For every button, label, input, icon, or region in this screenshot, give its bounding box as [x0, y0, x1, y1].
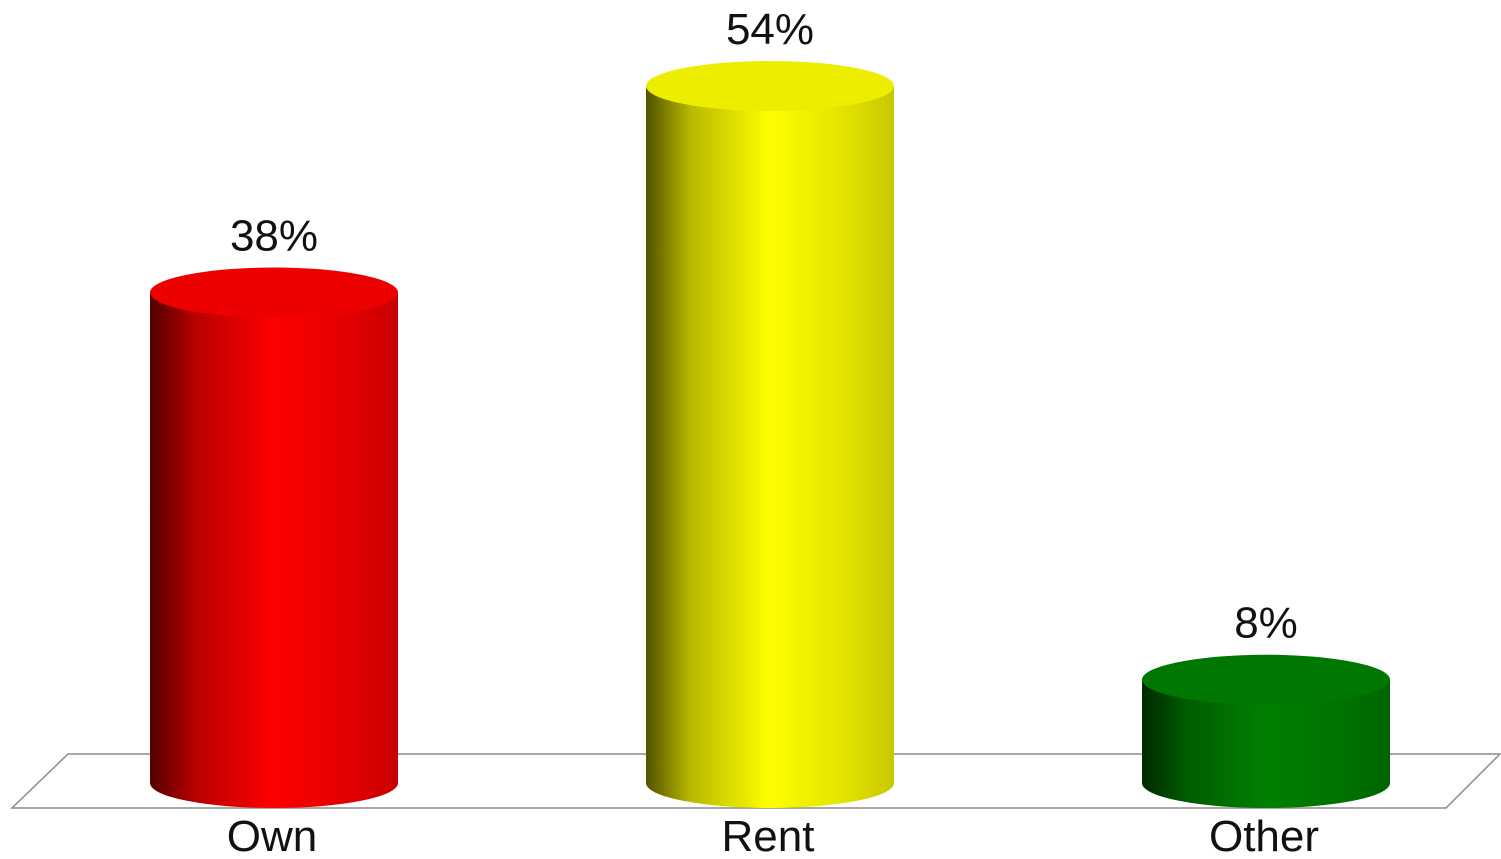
bar-own: [150, 267, 398, 808]
category-labels-group: Own Rent Other: [227, 812, 1319, 859]
bar-body-own: [150, 292, 398, 808]
category-label-own: Own: [227, 812, 317, 859]
bar-body-rent: [646, 86, 894, 808]
bar-other: [1142, 654, 1390, 808]
bar-body-other: [1142, 679, 1390, 808]
bars-group: [150, 61, 1390, 808]
value-label-own: 38%: [230, 212, 318, 261]
value-label-other: 8%: [1234, 599, 1298, 648]
category-label-rent: Rent: [722, 812, 815, 859]
bar-top-rent: [646, 61, 894, 111]
bar-top-own: [150, 267, 398, 318]
value-label-rent: 54%: [726, 5, 814, 54]
bar-rent: [646, 61, 894, 808]
bar-top-other: [1142, 654, 1390, 705]
value-labels-group: 38% 54% 8%: [230, 5, 1298, 648]
category-label-other: Other: [1209, 812, 1319, 859]
